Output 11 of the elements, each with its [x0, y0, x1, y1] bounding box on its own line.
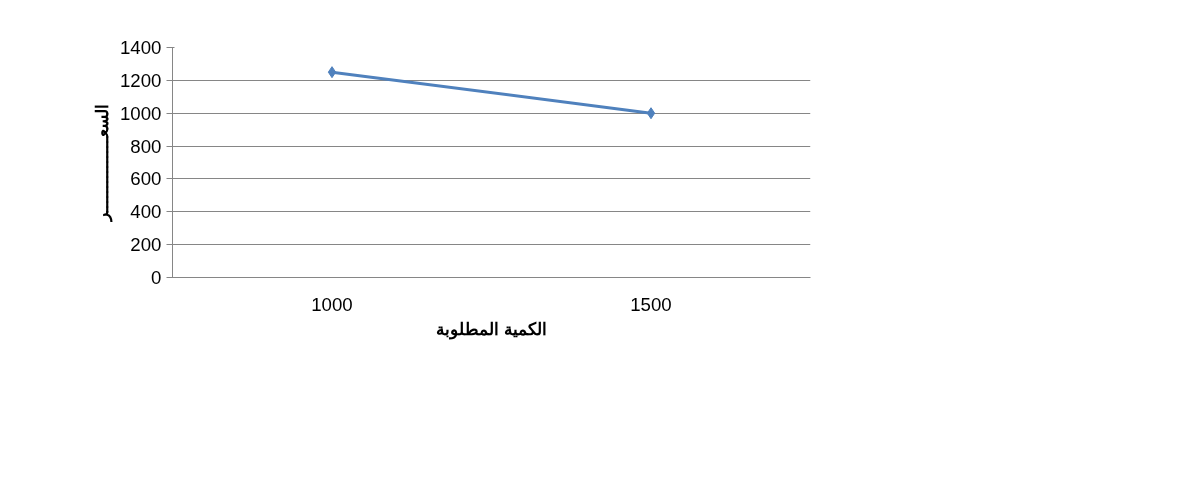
x-tick-label: 1500 [630, 293, 672, 315]
y-axis-title: السعـــــــــــــــر [92, 104, 113, 223]
y-tick-label: 1200 [120, 69, 162, 91]
y-tick-label: 0 [151, 267, 162, 288]
y-tick-label: 600 [130, 168, 162, 190]
y-tick-label: 800 [130, 135, 162, 157]
y-tick-label: 1400 [120, 37, 162, 58]
y-tick-label: 200 [130, 234, 162, 256]
y-tick-label: 400 [130, 201, 162, 223]
y-tick-label: 1000 [120, 102, 162, 124]
x-axis-title: الكمية المطلوبة [436, 318, 547, 340]
